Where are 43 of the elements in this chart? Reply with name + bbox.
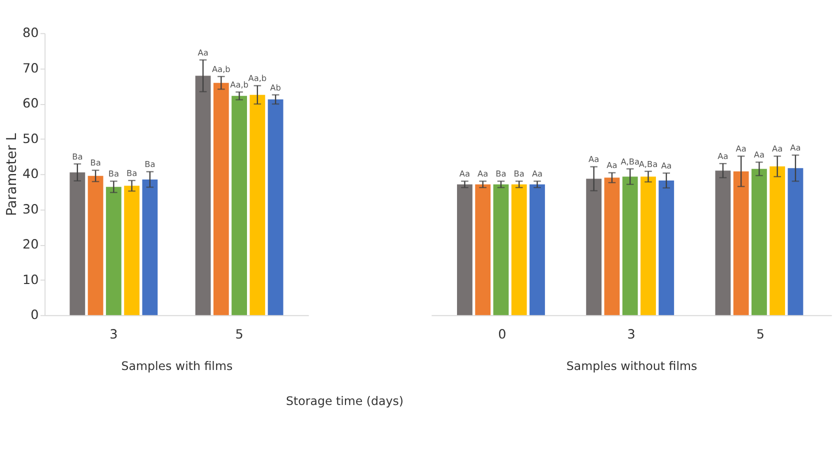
y-tick-label: 30	[22, 202, 39, 218]
data-label: Aa	[754, 150, 765, 160]
x-tick-label: 3	[110, 327, 118, 342]
data-label: Ab	[270, 82, 281, 92]
data-label: Aa	[588, 154, 600, 164]
y-axis-title: Parameter L	[4, 132, 20, 216]
y-tick-label: 10	[22, 273, 39, 288]
y-tick-label: 60	[22, 96, 39, 112]
data-label: Ba	[126, 168, 138, 178]
x-axis-title: Samples without films	[566, 359, 698, 374]
data-label: Ba	[496, 168, 506, 179]
y-tick-label: 80	[22, 26, 39, 42]
y-tick-label: 0	[30, 308, 39, 324]
text: Storage time (days)	[286, 394, 404, 408]
x-tick-label: 0	[498, 327, 506, 342]
data-label: Aa	[478, 168, 488, 179]
data-label: A,Ba	[620, 156, 640, 166]
data-label: Aa	[772, 144, 783, 154]
data-label: Aa	[718, 151, 728, 162]
data-label: Aa	[790, 142, 801, 153]
data-label: Aa	[736, 144, 746, 154]
data-label: Ba	[90, 158, 101, 168]
data-label: Aa	[606, 160, 618, 170]
data-label: Ba	[72, 151, 83, 162]
data-label: Aa	[532, 168, 543, 179]
data-label: Aa	[661, 160, 672, 171]
data-label: Ba	[144, 159, 156, 170]
y-tick-label: 40	[22, 167, 39, 182]
x-tick-label: 5	[756, 327, 764, 342]
data-label: Ba	[108, 168, 119, 179]
y-tick-label: 50	[22, 132, 39, 147]
y-tick-label: 20	[22, 238, 39, 253]
x-axis-title: Samples with films	[121, 359, 233, 374]
data-label: Aa,b	[212, 64, 230, 74]
data-label: Aa	[459, 168, 470, 179]
data-label: Aa,b	[248, 73, 267, 84]
data-label: Aa,b	[230, 79, 248, 90]
x-tick-label: 3	[627, 327, 636, 342]
data-label: Ba	[514, 168, 524, 179]
y-tick-label: 70	[22, 61, 39, 76]
data-label: A,Ba	[638, 158, 658, 169]
data-label: Aa	[198, 47, 208, 58]
x-tick-label: 5	[235, 327, 244, 342]
